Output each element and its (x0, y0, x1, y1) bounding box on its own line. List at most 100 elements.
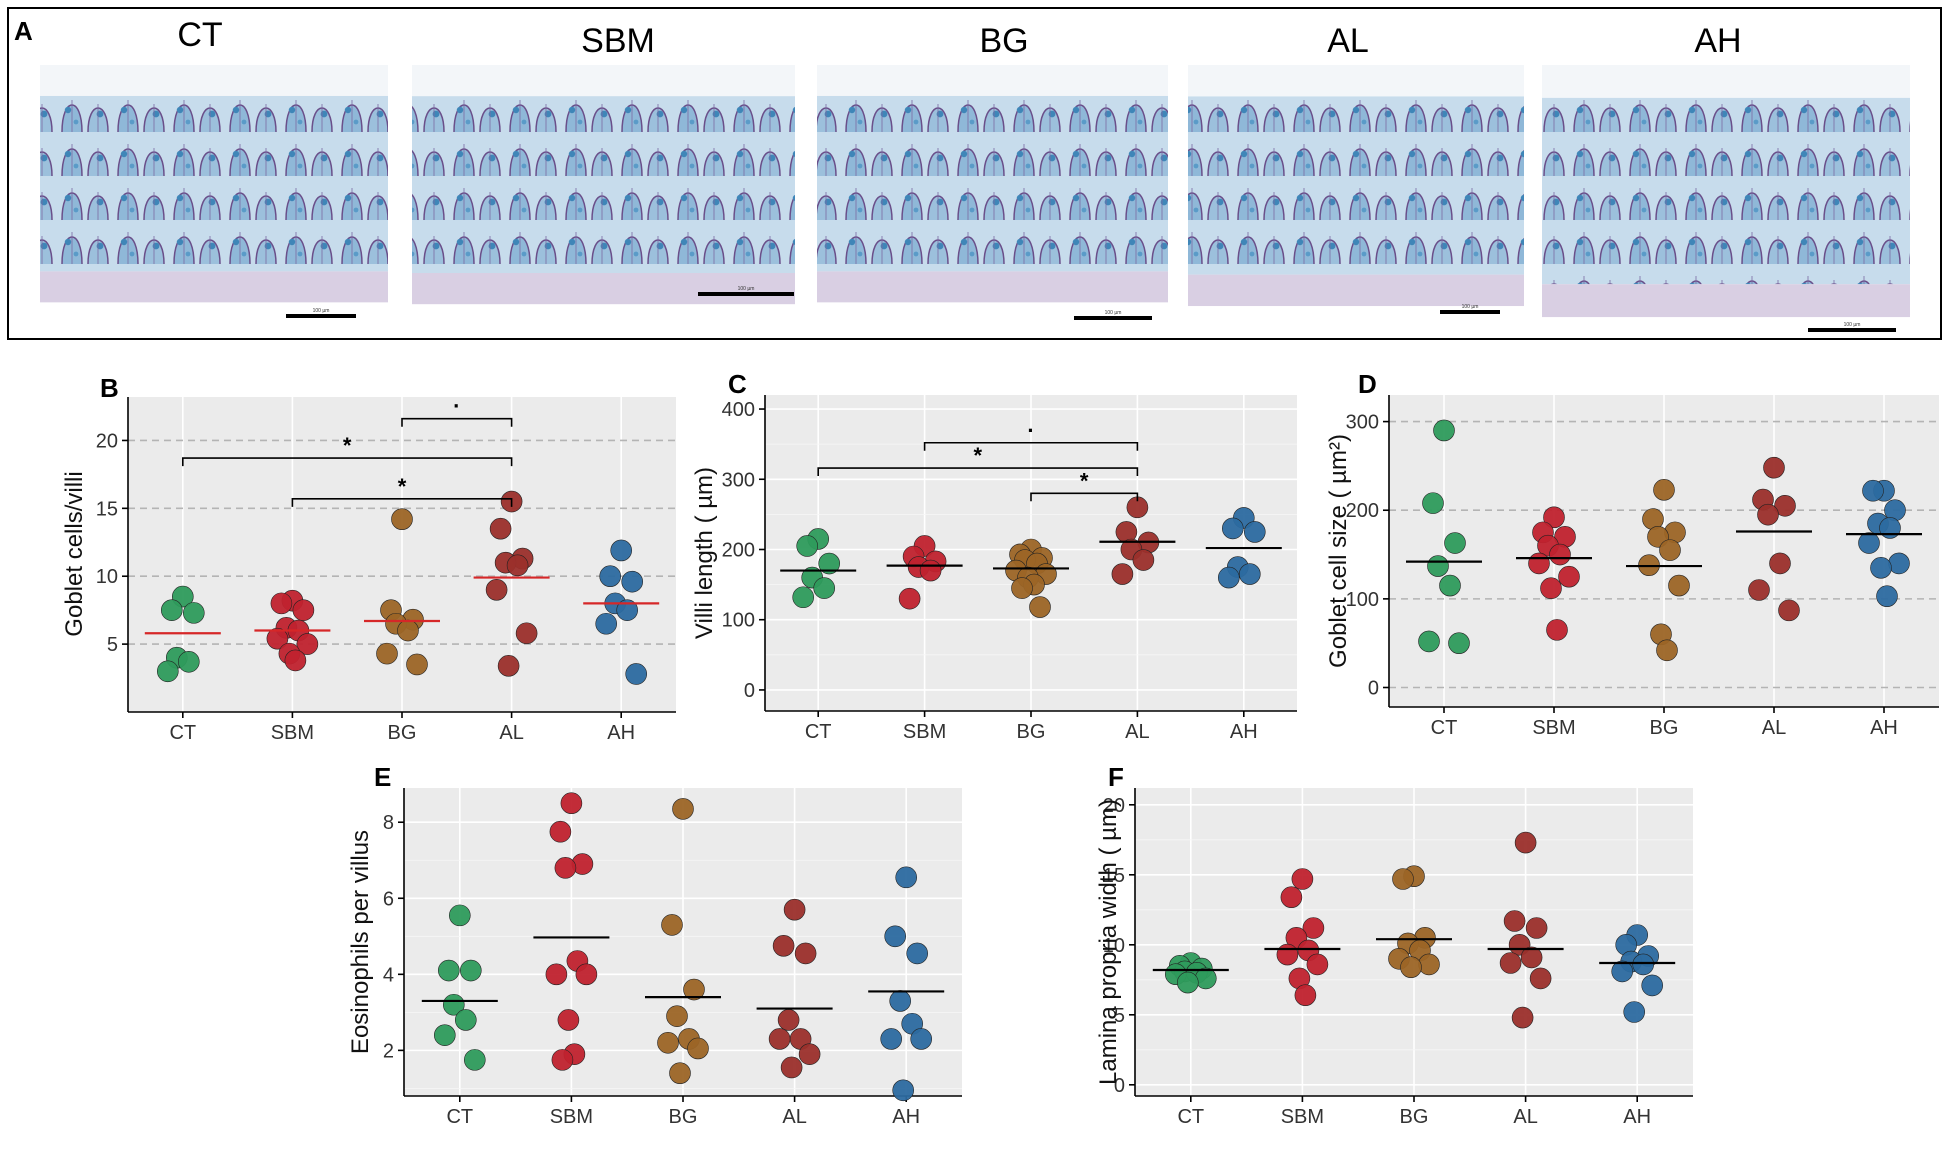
y-tick-label: 20 (1103, 795, 1125, 817)
data-point (1177, 971, 1199, 994)
tile-mucosa (817, 95, 1168, 272)
y-tick-label: 300 (1346, 412, 1379, 434)
x-tick-label: AL (1762, 717, 1786, 739)
tile-label: AH (1694, 22, 1741, 60)
y-tick-label: 300 (722, 469, 755, 491)
data-point (1862, 479, 1884, 502)
data-point (666, 1005, 688, 1027)
histology-tile-sbm: SBM 100 µm (412, 22, 795, 305)
x-tick-label: BG (669, 1106, 698, 1128)
x-tick-label: SBM (903, 721, 946, 743)
data-point (616, 599, 639, 621)
tile-label: SBM (581, 22, 655, 60)
data-point (1520, 946, 1543, 969)
data-point (1632, 953, 1654, 976)
data-point (595, 612, 618, 635)
data-point (1433, 419, 1455, 442)
panel-a-label: A (14, 16, 33, 46)
data-point (406, 653, 428, 676)
y-tick-label: 8 (383, 812, 394, 834)
y-tick-label: 6 (383, 888, 394, 910)
y-tick-label: 100 (1346, 589, 1379, 611)
data-point (1888, 552, 1910, 575)
data-point (1653, 479, 1675, 501)
x-tick-label: BG (1400, 1106, 1429, 1128)
y-tick-label: 5 (107, 634, 118, 656)
significance-bracket: · (401, 394, 513, 427)
tile-submucosa (40, 271, 388, 303)
data-point (1774, 494, 1796, 517)
bracket-line (291, 498, 513, 507)
data-point (1529, 967, 1552, 990)
data-point (906, 942, 929, 965)
data-point (391, 508, 413, 530)
data-point (515, 622, 538, 645)
data-point (813, 577, 836, 599)
data-point (1763, 456, 1785, 479)
significance-bracket: · (923, 418, 1139, 451)
data-point (1427, 555, 1449, 577)
significance-bracket: * (291, 474, 513, 507)
data-point (1876, 585, 1898, 608)
y-tick-label: 0 (1368, 678, 1379, 700)
data-point (880, 1028, 903, 1050)
x-tick-label: SBM (1532, 717, 1575, 739)
y-tick-label: 5 (1114, 1005, 1125, 1027)
tile-submucosa (1188, 274, 1524, 307)
data-point (489, 517, 512, 540)
data-point (895, 866, 918, 889)
bracket-line (1030, 492, 1139, 502)
data-point (1748, 579, 1770, 601)
panel-a: A CT 100 µm SBM 100 µm BG 100 µm AL 100 µm AH 100… (7, 7, 1942, 340)
data-point (621, 570, 644, 593)
y-tick-label: 4 (383, 964, 394, 986)
tile-mucosa (1542, 97, 1910, 285)
data-point (266, 627, 289, 650)
data-point (657, 1031, 679, 1054)
data-point (270, 592, 293, 615)
histology-tiles: CT 100 µm SBM 100 µm BG 100 µm AL 100 µm AH 100 µ… (40, 16, 1910, 332)
data-point (794, 942, 817, 965)
x-tick-label: CT (805, 721, 832, 743)
data-point (796, 535, 819, 557)
x-tick-label: AL (1513, 1106, 1537, 1128)
data-point (497, 655, 520, 677)
data-point (1623, 1001, 1645, 1023)
data-point (1549, 543, 1571, 566)
tile-label: AL (1327, 22, 1369, 60)
panel-label: D (1358, 369, 1377, 399)
x-tick-label: AL (782, 1106, 806, 1128)
data-point (1858, 532, 1880, 554)
data-point (910, 1028, 933, 1050)
data-point (892, 1079, 915, 1102)
data-point (284, 649, 307, 672)
data-point (768, 1028, 791, 1050)
data-point (1668, 574, 1690, 597)
significance-label: · (1027, 418, 1034, 443)
data-point (783, 898, 806, 921)
data-point (1757, 503, 1779, 526)
bracket-line (182, 457, 513, 467)
data-point (1244, 521, 1266, 543)
data-point (1879, 517, 1901, 539)
data-point (575, 963, 598, 986)
x-tick-label: CT (169, 722, 196, 744)
data-point (669, 1062, 691, 1084)
data-point (1276, 943, 1299, 966)
x-tick-label: SBM (550, 1106, 593, 1128)
data-point (551, 1049, 574, 1071)
y-tick-label: 200 (1346, 500, 1379, 522)
y-tick-label: 0 (1114, 1075, 1125, 1097)
data-point (1239, 563, 1261, 585)
x-tick-label: AH (1623, 1106, 1651, 1128)
data-point (798, 1043, 821, 1065)
significance-label: * (343, 433, 352, 458)
data-point (1439, 574, 1461, 597)
data-point (1132, 549, 1155, 571)
data-point (818, 552, 841, 575)
y-tick-label: 0 (744, 680, 755, 702)
scale-bar-label: 100 µm (1844, 322, 1861, 328)
y-tick-label: 2 (383, 1040, 394, 1062)
data-point (1448, 632, 1470, 654)
